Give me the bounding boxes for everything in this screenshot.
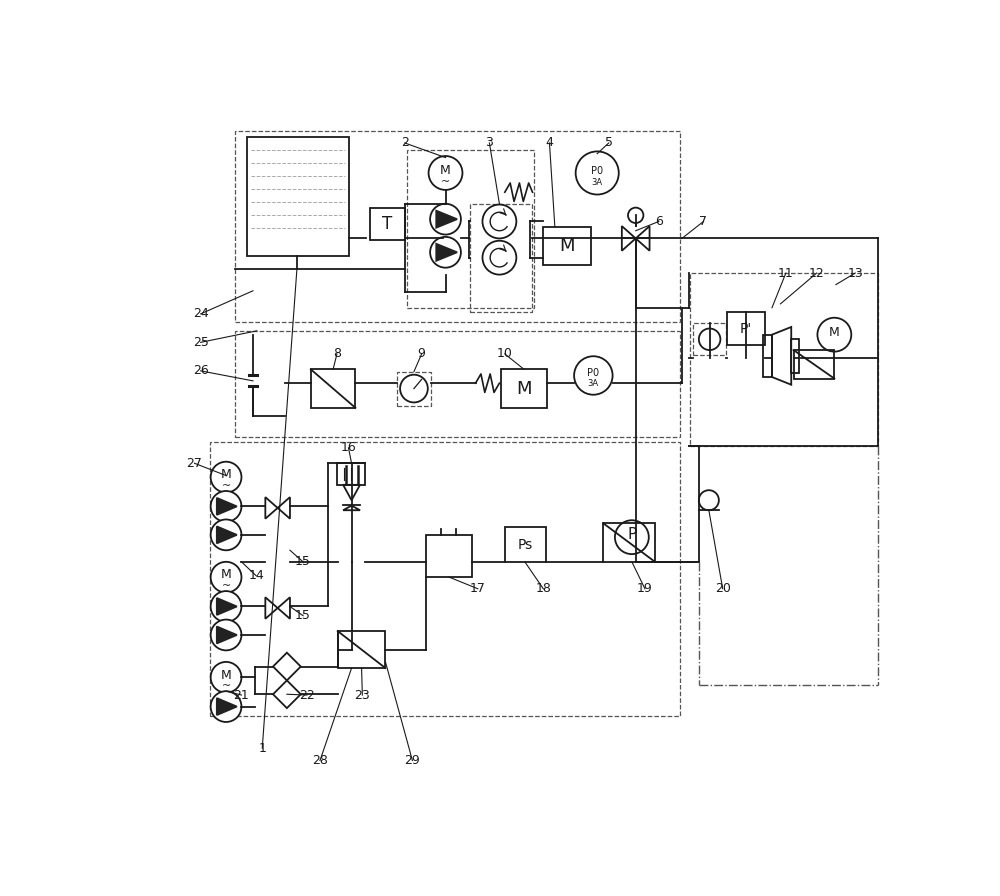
Text: P': P' [740,322,752,335]
Text: 6: 6 [655,215,663,228]
Text: 9: 9 [418,348,426,360]
Text: 26: 26 [193,365,209,377]
Circle shape [211,691,241,722]
Text: 15: 15 [295,556,311,568]
Text: 20: 20 [715,582,731,595]
Circle shape [430,203,461,235]
Bar [235,131,680,322]
Bar [311,369,355,408]
Polygon shape [217,598,237,615]
Bar [470,203,532,312]
Bar [693,323,726,356]
Bar [791,339,799,373]
Bar [505,527,546,562]
Circle shape [615,521,649,554]
Polygon shape [217,527,237,543]
Bar [247,137,349,256]
Text: 5: 5 [605,136,613,150]
Text: M: M [221,668,231,682]
Text: 17: 17 [470,582,486,595]
Circle shape [211,520,241,550]
Bar [543,227,591,265]
Text: P0: P0 [591,166,603,176]
Circle shape [211,662,241,693]
Text: 25: 25 [193,336,209,349]
Circle shape [400,375,428,402]
Text: 24: 24 [193,307,209,321]
Text: 21: 21 [234,688,249,702]
Text: 15: 15 [295,609,311,622]
Circle shape [211,562,241,592]
Text: P: P [627,528,636,542]
Text: 29: 29 [405,754,420,767]
Text: 27: 27 [187,457,202,470]
Polygon shape [217,498,237,515]
Bar [338,631,385,668]
Circle shape [817,318,851,351]
Text: 7: 7 [699,215,707,228]
Bar [501,369,547,408]
Text: M: M [440,164,451,177]
Bar [397,372,431,406]
Bar [690,273,878,446]
Bar [426,535,472,577]
Circle shape [574,357,613,395]
Circle shape [576,151,619,194]
Bar [337,463,365,485]
Text: 18: 18 [535,582,551,595]
Text: 11: 11 [778,267,794,280]
Bar [370,208,405,240]
Polygon shape [436,244,457,261]
Polygon shape [217,626,237,643]
Circle shape [430,237,461,268]
Circle shape [211,491,241,521]
Polygon shape [217,698,237,715]
Text: 12: 12 [809,267,825,280]
Text: 28: 28 [312,754,328,767]
Text: 10: 10 [497,348,513,360]
Text: 23: 23 [354,688,370,702]
Text: ~: ~ [441,177,450,187]
Text: 4: 4 [546,136,553,150]
Polygon shape [436,211,457,228]
Text: T: T [382,215,392,233]
Text: 3A: 3A [592,177,603,186]
Text: 1: 1 [258,742,266,754]
Text: M: M [829,326,840,339]
Text: 16: 16 [341,442,356,454]
Circle shape [699,329,720,350]
Bar [763,335,772,377]
Text: 3A: 3A [588,379,599,388]
Circle shape [482,204,516,238]
Text: 13: 13 [847,267,863,280]
Circle shape [482,241,516,274]
Bar [794,350,834,378]
Text: 2: 2 [401,136,409,150]
Circle shape [699,490,719,510]
Circle shape [211,591,241,622]
Text: ~: ~ [221,681,231,691]
Bar [727,312,765,345]
Text: 22: 22 [299,688,315,702]
Circle shape [211,619,241,650]
Text: 3: 3 [485,136,493,150]
Bar [235,331,680,437]
Text: ~: ~ [221,581,231,590]
Bar [210,443,680,716]
Text: 8: 8 [333,348,341,360]
Text: M: M [516,380,532,398]
Text: ~: ~ [221,480,231,491]
Text: 14: 14 [248,569,264,582]
Circle shape [628,208,643,223]
Text: 19: 19 [637,582,653,595]
Text: M: M [221,469,231,481]
Text: M: M [221,568,231,582]
Text: P0: P0 [587,368,599,378]
Text: M: M [559,237,575,255]
Bar [407,150,534,307]
Bar [603,523,655,562]
Text: Ps: Ps [517,538,532,552]
Circle shape [211,461,241,493]
Circle shape [429,156,462,190]
